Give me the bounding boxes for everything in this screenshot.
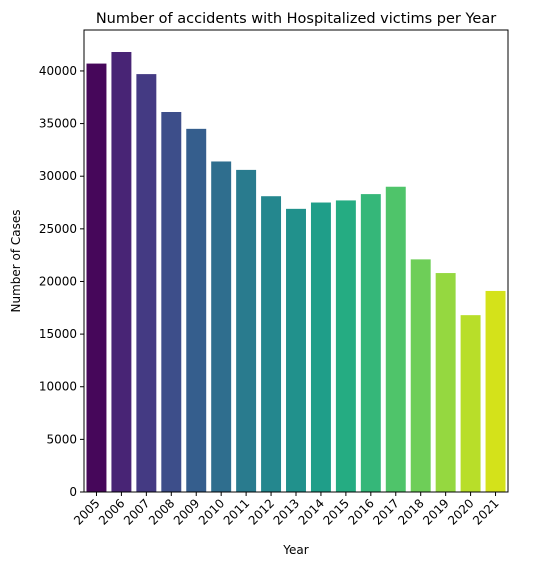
- x-tick-label: 2007: [121, 496, 152, 527]
- bar-2016: [360, 194, 381, 492]
- bar-2006: [111, 52, 132, 492]
- x-tick-label: 2016: [345, 496, 376, 527]
- x-tick-label: 2013: [271, 496, 302, 527]
- y-axis-label: Number of Cases: [9, 209, 23, 312]
- bar-2009: [186, 128, 207, 492]
- bar-2018: [410, 259, 431, 492]
- bar-2015: [335, 200, 356, 492]
- x-tick-label: 2018: [395, 496, 426, 527]
- x-tick-label: 2009: [171, 496, 202, 527]
- bar-2020: [460, 315, 481, 492]
- bar-2010: [211, 161, 232, 492]
- bars-group: [86, 52, 506, 493]
- x-axis-label: Year: [282, 543, 308, 557]
- bar-2013: [286, 208, 306, 492]
- x-tick-label: 2005: [71, 496, 102, 527]
- x-tick-label: 2019: [420, 496, 451, 527]
- bar-2019: [435, 273, 456, 492]
- chart-title: Number of accidents with Hospitalized vi…: [96, 11, 496, 27]
- x-tick-label: 2010: [196, 496, 227, 527]
- y-tick-label: 20000: [39, 274, 77, 288]
- y-tick-label: 10000: [39, 380, 77, 394]
- bar-2012: [261, 196, 282, 493]
- bar-2014: [310, 202, 331, 493]
- x-tick-label: 2014: [296, 496, 327, 527]
- x-tick-label: 2021: [470, 496, 501, 527]
- plot-frame: [83, 29, 509, 493]
- bar-2005: [86, 63, 107, 492]
- y-tick-label: 5000: [46, 432, 77, 446]
- bar-2017: [385, 186, 406, 492]
- bar-2007: [136, 74, 157, 493]
- y-tick-label: 40000: [39, 64, 77, 78]
- y-tick-label: 30000: [39, 169, 77, 183]
- x-tick-label: 2012: [246, 496, 277, 527]
- bar-2021: [485, 290, 506, 492]
- x-axis: 2005200620072008200920102011201220132014…: [71, 492, 502, 528]
- y-tick-label: 0: [69, 485, 77, 499]
- y-axis: 0 5000 10000 15000 20000 25000 30000 35000 40000: [39, 64, 84, 499]
- y-tick-label: 15000: [39, 327, 77, 341]
- x-tick-label: 2017: [370, 496, 401, 527]
- x-tick-label: 2015: [321, 496, 352, 527]
- x-tick-label: 2008: [146, 496, 177, 527]
- y-tick-label: 35000: [39, 117, 77, 131]
- x-tick-label: 2006: [96, 496, 127, 527]
- bar-2008: [161, 112, 182, 492]
- x-tick-label: 2011: [221, 496, 252, 527]
- y-tick-label: 25000: [39, 222, 77, 236]
- bar-2011: [236, 169, 257, 493]
- x-tick-label: 2020: [445, 496, 476, 527]
